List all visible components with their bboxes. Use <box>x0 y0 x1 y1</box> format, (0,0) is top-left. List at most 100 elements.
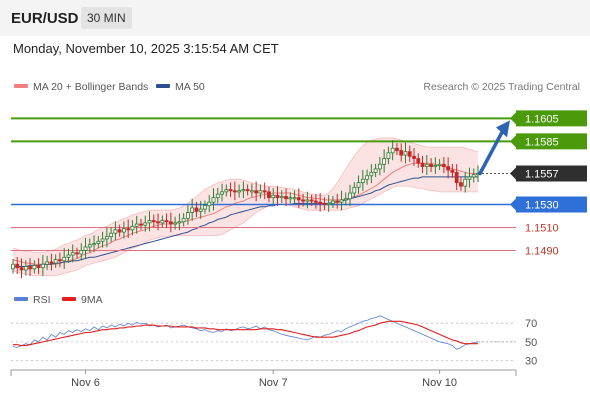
candle-body <box>198 208 203 212</box>
legend-rsi-swatch <box>14 297 28 301</box>
candle-body <box>66 254 71 258</box>
candle-body <box>390 147 395 154</box>
candle-body <box>79 250 84 255</box>
forecast-arrow-shaft <box>478 128 505 176</box>
candle-body <box>331 200 335 204</box>
level-label-target-0: 1.1605 <box>525 113 559 125</box>
candle-body <box>271 194 276 199</box>
level-label-pivot: 1.1530 <box>525 200 559 212</box>
candle-body <box>322 202 327 205</box>
candle-body <box>292 197 297 200</box>
level-lines-group <box>11 117 516 251</box>
candle-body <box>241 189 246 192</box>
candle-body <box>237 190 242 193</box>
candle-body <box>100 238 105 242</box>
candle-body <box>228 189 233 192</box>
candle-body <box>83 246 88 251</box>
candle-body <box>186 212 190 219</box>
candle-body <box>96 240 101 244</box>
candle-body <box>429 163 433 168</box>
candle-body <box>160 220 165 224</box>
pivot-tag-pointer <box>510 198 516 211</box>
pivot-tag <box>516 196 587 213</box>
candle-body <box>318 201 323 204</box>
candle-body <box>224 189 229 193</box>
target-tag-pointer-1 <box>510 135 516 148</box>
level-label-support-4: 1.1510 <box>525 222 559 234</box>
bollinger-upper-line <box>12 137 479 254</box>
candle-body <box>245 189 250 192</box>
target-tag-1 <box>516 133 587 150</box>
rsi-tick-50: 50 <box>525 337 537 349</box>
pair-label: EUR/USD <box>11 10 79 27</box>
candle-body <box>11 263 15 270</box>
candle-body <box>424 163 429 168</box>
candle-body <box>139 223 143 226</box>
candle-body <box>19 267 24 271</box>
bollinger-lower-line <box>12 185 478 277</box>
bollinger-band-group <box>13 137 478 276</box>
candle-body <box>211 197 216 203</box>
candle-body <box>151 220 156 223</box>
candle-body <box>156 221 160 224</box>
candle-body <box>407 151 412 157</box>
candle-body <box>326 202 331 205</box>
candle-body <box>36 264 41 269</box>
candle-body <box>275 194 280 199</box>
candle-body <box>343 198 348 201</box>
candle-body <box>177 221 182 224</box>
candle-body <box>249 190 254 193</box>
target-tag-pointer-0 <box>510 112 516 125</box>
candle-body <box>399 150 404 156</box>
candle-body <box>267 191 271 199</box>
candle-body <box>53 259 58 264</box>
candle-body <box>147 220 152 224</box>
rsi-tick-70: 70 <box>525 318 537 330</box>
candle-body <box>377 163 382 170</box>
candle-body <box>369 171 374 177</box>
legend-rsi-label: RSI <box>33 294 51 306</box>
candle-body <box>122 228 126 233</box>
candle-body <box>463 178 468 187</box>
candle-body <box>258 190 263 194</box>
forecast-arrow-head <box>496 120 510 138</box>
candle-body <box>40 263 45 269</box>
candle-body <box>382 158 387 165</box>
candle-body <box>173 222 178 225</box>
timeframe-button[interactable]: 30 MIN <box>81 7 132 29</box>
ma20-line <box>12 162 478 265</box>
candle-body <box>109 232 114 238</box>
candle-body <box>32 264 37 270</box>
candle-body <box>339 199 344 203</box>
candle-body <box>348 192 352 200</box>
candle-body <box>360 178 365 184</box>
candle-body <box>305 199 310 202</box>
current-price-tag-pointer <box>510 167 516 180</box>
legend-ma50-label: MA 50 <box>175 81 205 93</box>
candle-body <box>70 252 75 256</box>
candle-body <box>28 266 32 270</box>
candle-body <box>416 158 421 164</box>
candle-body <box>130 225 135 231</box>
candle-body <box>126 228 131 231</box>
candle-body <box>87 244 92 248</box>
level-labels-group: 1.1605 1.1585 1.1557 1.1530 1.1510 1.1490 <box>510 110 587 257</box>
candle-body <box>232 190 237 193</box>
candle-body <box>309 199 314 202</box>
candle-body <box>279 196 284 199</box>
candle-body <box>15 263 20 269</box>
candle-body <box>335 200 340 203</box>
candle-body <box>207 201 212 207</box>
candle-body <box>301 199 305 202</box>
legend-ma20-swatch <box>14 84 28 88</box>
candles-group <box>11 140 480 279</box>
candle-body <box>459 182 463 187</box>
candle-body <box>433 165 438 168</box>
x-tick-label-1: Nov 7 <box>259 377 288 389</box>
candle-body <box>113 229 118 234</box>
legend-ma20-label: MA 20 + Bollinger Bands <box>33 81 148 93</box>
candle-body <box>313 200 318 203</box>
candle-body <box>23 266 28 271</box>
candle-body <box>446 166 451 171</box>
